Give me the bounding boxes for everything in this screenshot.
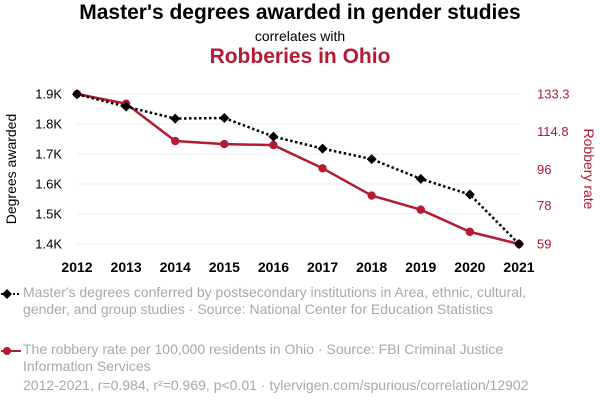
data-point-degrees [170,113,181,124]
x-tick-label: 2014 [160,259,191,275]
left-tick-label: 1.6K [35,177,62,192]
footer-stats: 2012-2021, r=0.984, r²=0.969, p<0.01 · t… [23,377,529,393]
x-tick-label: 2018 [356,259,387,275]
left-tick-label: 1.9K [35,87,62,102]
left-axis-title: Degrees awarded [3,114,19,225]
chart-title: Master's degrees awarded in gender studi… [79,1,521,24]
right-tick-label: 96 [537,162,551,177]
data-point-robbery [220,139,229,149]
left-tick-label: 1.5K [35,207,62,222]
data-point-robbery [318,164,327,173]
x-tick-label: 2017 [307,259,338,275]
legend-text-robbery: The robbery rate per 100,000 residents i… [23,341,504,374]
red-circle-line-icon [1,347,21,355]
data-point-degrees [121,101,132,112]
x-tick-label: 2019 [405,259,436,275]
data-point-degrees [317,143,328,154]
legend-item-robbery: The robbery rate per 100,000 residents i… [0,341,600,377]
data-point-robbery [269,140,278,150]
x-tick-label: 2015 [209,259,240,275]
data-point-robbery [416,205,425,214]
data-point-degrees [72,89,82,100]
data-point-robbery [367,191,376,200]
data-point-degrees [366,154,377,165]
right-tick-label: 59 [537,237,551,252]
series-line-robbery [76,92,520,246]
legend-item-degrees: Master's degrees conferred by postsecond… [0,284,600,336]
data-point-degrees [514,239,524,249]
data-point-degrees [268,131,279,142]
data-point-degrees [219,113,230,123]
data-point-degrees [415,173,426,184]
data-point-robbery [465,227,475,237]
left-tick-label: 1.8K [35,117,62,132]
x-tick-label: 2016 [258,259,289,275]
right-tick-label: 78 [537,198,551,213]
series-line-degrees [76,93,520,245]
left-tick-label: 1.7K [35,147,62,162]
left-tick-label: 1.4K [35,237,62,252]
right-tick-label: 133.3 [537,87,570,102]
x-tick-label: 2021 [503,259,534,275]
black-diamond-line-icon [1,289,21,299]
chart-subtitle: correlates with [254,28,346,44]
x-tick-label: 2013 [111,259,142,275]
right-tick-label: 114.8 [537,124,569,139]
line-chart: 1.4K 1.5K 1.6K 1.7K 1.8K 1.9K 59 78 96 114.8 133.3… [3,87,597,276]
x-tick-label: 2012 [61,259,92,275]
data-point-degrees [464,189,475,200]
data-point-robbery [171,136,180,146]
chart-second-title: Robberies in Ohio [209,45,391,68]
x-tick-label: 2020 [454,259,485,275]
legend-text-degrees: Master's degrees conferred by postsecond… [23,284,527,317]
right-axis-title: Robbery rate [581,129,597,210]
